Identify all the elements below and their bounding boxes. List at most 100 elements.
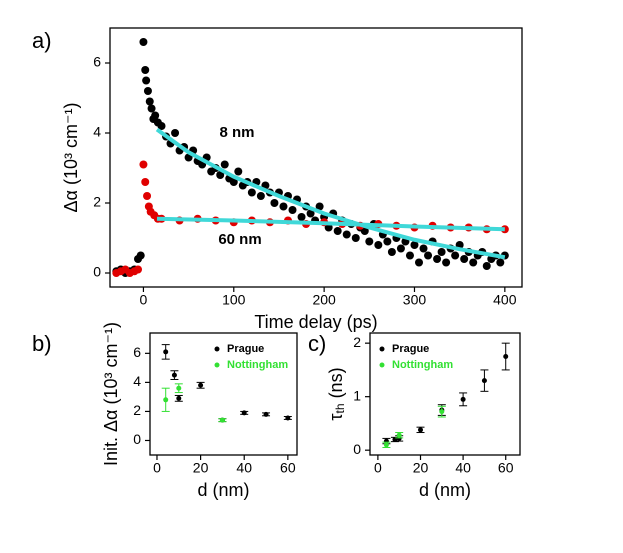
axes-frame	[109, 27, 523, 288]
data-point	[396, 432, 402, 438]
data-point	[419, 244, 428, 253]
x-tick-label: 0	[153, 460, 161, 476]
data-point	[256, 192, 265, 200]
data-point	[234, 167, 243, 176]
data-point	[365, 237, 374, 246]
data-point	[145, 97, 154, 106]
x-tick-label: 100	[222, 292, 246, 308]
y-label-symbol: τ	[326, 413, 346, 420]
data-point	[270, 199, 279, 207]
data-point	[157, 122, 166, 130]
data-point	[141, 66, 150, 74]
y-tick-label: 4	[133, 373, 141, 389]
data-point	[351, 234, 360, 242]
y-tick-label: 6	[93, 54, 101, 70]
x-tick-label: 40	[236, 460, 252, 476]
data-point	[297, 213, 306, 221]
plot-area	[161, 344, 292, 423]
annotation: 60 nm	[218, 231, 261, 248]
y-axis-label: Δα (10³ cm⁻¹)	[61, 103, 81, 213]
data-point	[374, 241, 383, 249]
x-tick-label: 20	[413, 460, 429, 476]
panel-label: a)	[32, 28, 52, 53]
axes-frame	[369, 332, 521, 456]
data-point	[415, 258, 423, 267]
data-point	[134, 265, 143, 274]
data-point	[481, 378, 487, 384]
data-point	[383, 237, 392, 246]
legend-marker	[214, 346, 220, 352]
x-tick-label: 60	[280, 460, 296, 476]
data-point	[176, 395, 182, 401]
x-axis-label: d (nm)	[197, 480, 249, 500]
y-tick-label: 2	[353, 334, 361, 350]
x-tick-label: 200	[312, 292, 336, 308]
data-point	[288, 206, 297, 214]
data-point	[151, 111, 160, 120]
fit-line	[156, 216, 505, 232]
y-tick-label: 0	[93, 264, 101, 280]
data-point	[285, 415, 291, 421]
y-tick-label: 4	[93, 124, 101, 140]
y-label-unit: (ns)	[326, 367, 346, 403]
annotation: 8 nm	[219, 124, 254, 141]
data-point	[333, 227, 342, 235]
data-point	[219, 417, 225, 423]
x-tick-label: 20	[193, 460, 209, 476]
data-point	[163, 397, 169, 403]
data-point	[136, 251, 145, 260]
data-point	[442, 258, 451, 267]
plot-area	[112, 38, 509, 277]
data-point	[469, 258, 478, 267]
x-tick-label: 40	[455, 460, 471, 476]
fit-line	[155, 127, 506, 260]
x-axis-label: Time delay (ps)	[254, 312, 377, 332]
y-tick-label: 0	[353, 441, 361, 457]
data-point	[141, 178, 150, 186]
x-tick-label: 0	[374, 460, 382, 476]
data-point	[437, 248, 446, 256]
data-point	[417, 427, 423, 433]
y-tick-label: 2	[133, 402, 141, 418]
legend-label: Prague	[392, 343, 429, 355]
y-tick-label: 0	[133, 431, 141, 447]
data-point	[139, 38, 148, 46]
data-point	[139, 160, 148, 169]
legend-label: Nottingham	[392, 359, 453, 371]
data-point	[439, 409, 445, 415]
data-point	[503, 354, 509, 360]
x-tick-label: 60	[498, 460, 514, 476]
data-point	[387, 248, 396, 256]
data-point	[198, 382, 204, 388]
legend-marker	[379, 362, 385, 368]
data-point	[143, 192, 152, 200]
x-tick-label: 400	[493, 292, 517, 308]
data-point	[142, 76, 151, 85]
legend-marker	[379, 346, 385, 352]
data-point	[460, 396, 466, 402]
legend-label: Nottingham	[227, 359, 288, 371]
y-tick-label: 2	[93, 194, 101, 210]
data-point	[216, 171, 225, 179]
y-label-subscript: th	[333, 403, 347, 413]
data-point	[460, 255, 469, 263]
y-tick-label: 1	[353, 387, 361, 403]
y-axis-label: τth (ns)	[326, 367, 347, 420]
data-point	[220, 160, 229, 169]
data-point	[229, 178, 238, 186]
data-point	[482, 262, 491, 270]
data-point	[306, 209, 315, 218]
x-tick-label: 0	[140, 292, 148, 308]
data-point	[451, 251, 460, 260]
panel-label: c)	[308, 331, 326, 356]
data-point	[143, 87, 152, 95]
data-point	[410, 241, 419, 249]
panel-label: b)	[32, 331, 52, 356]
data-point	[342, 230, 351, 239]
data-point	[279, 202, 288, 211]
y-tick-label: 6	[133, 344, 141, 360]
data-point	[360, 227, 369, 235]
x-axis-label: d (nm)	[419, 480, 471, 500]
data-point	[247, 188, 256, 197]
